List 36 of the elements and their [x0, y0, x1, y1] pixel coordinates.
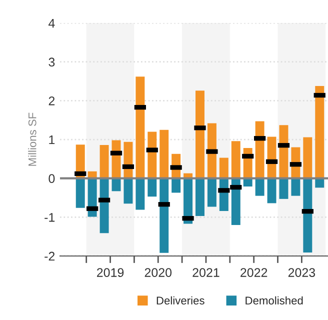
bar	[124, 178, 133, 204]
bar	[136, 76, 145, 178]
legend-label: Deliveries	[156, 296, 204, 305]
bar	[219, 158, 228, 178]
y-tick-label: 4	[48, 18, 55, 28]
y-tick-label: 3	[48, 58, 55, 67]
bar	[148, 178, 157, 197]
bar	[207, 178, 216, 207]
bar	[315, 86, 324, 178]
bar	[160, 178, 169, 253]
bar	[303, 137, 312, 178]
x-tick-label: 2021	[192, 268, 220, 277]
y-axis-title: Millions SF	[28, 112, 36, 166]
bar	[196, 178, 204, 216]
bar	[231, 141, 240, 178]
bar	[255, 178, 264, 196]
x-tick-label: 2019	[96, 268, 124, 277]
bar	[172, 178, 181, 193]
y-tick-label: 0	[48, 174, 55, 183]
bar	[279, 178, 288, 199]
y-tick-label: -2	[44, 252, 55, 261]
bar	[100, 144, 109, 178]
bar	[196, 90, 204, 178]
bar	[136, 178, 145, 210]
bar	[160, 130, 169, 178]
y-tick-label: 2	[48, 96, 55, 106]
bar	[76, 178, 85, 208]
x-tick-label: 2023	[288, 268, 316, 277]
bar	[291, 178, 300, 196]
y-tick-label: -1	[44, 213, 55, 222]
bar	[303, 178, 312, 253]
y-tick-label: 1	[49, 135, 55, 144]
x-tick-label: 2022	[240, 268, 268, 277]
legend-label: Demolished	[246, 296, 303, 305]
bar	[267, 178, 276, 204]
x-tick-label: 2020	[144, 268, 172, 277]
